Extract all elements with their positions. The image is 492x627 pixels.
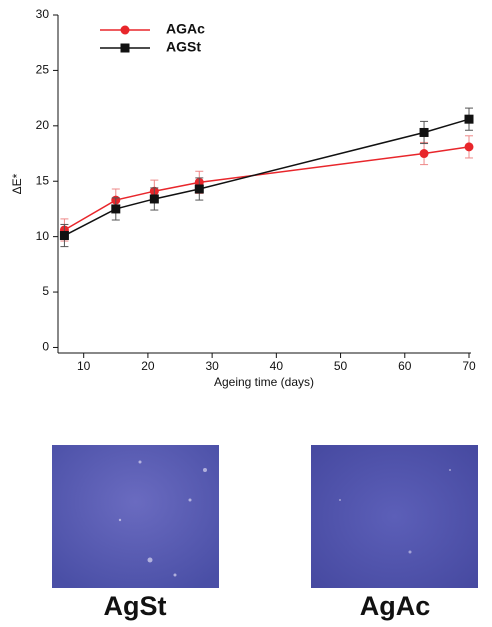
legend-marker — [120, 43, 130, 53]
y-tick-label: 30 — [36, 7, 50, 21]
image-caption: AgAc — [360, 591, 431, 621]
image-texture — [339, 469, 451, 554]
sample-image — [52, 445, 219, 588]
legend-label: AGSt — [166, 39, 201, 55]
x-tick-label: 70 — [462, 359, 476, 373]
data-point — [149, 194, 159, 204]
data-point — [464, 114, 474, 124]
y-axis-label: ΔE* — [10, 173, 24, 194]
y-tick-label: 15 — [36, 173, 50, 187]
legend-marker — [120, 25, 130, 35]
data-point — [464, 142, 474, 152]
x-tick-label: 30 — [205, 359, 219, 373]
y-tick-label: 25 — [36, 63, 50, 77]
image-texture — [118, 460, 207, 577]
data-point — [419, 127, 429, 137]
y-tick-label: 20 — [36, 118, 50, 132]
data-point — [59, 231, 69, 241]
series-line — [64, 118, 470, 237]
y-tick-label: 10 — [36, 229, 50, 243]
image-caption: AgSt — [104, 591, 167, 621]
sample-image — [311, 445, 478, 588]
y-tick-label: 0 — [42, 340, 49, 354]
x-axis-label: Ageing time (days) — [214, 375, 314, 389]
series-line — [64, 146, 470, 231]
x-tick-label: 60 — [398, 359, 412, 373]
x-tick-label: 40 — [270, 359, 284, 373]
x-tick-label: 10 — [77, 359, 91, 373]
legend-label: AGAc — [166, 21, 205, 37]
data-point — [419, 149, 429, 159]
data-point — [111, 204, 121, 214]
y-tick-label: 5 — [42, 284, 49, 298]
x-tick-label: 20 — [141, 359, 155, 373]
x-tick-label: 50 — [334, 359, 348, 373]
data-point — [194, 184, 204, 194]
